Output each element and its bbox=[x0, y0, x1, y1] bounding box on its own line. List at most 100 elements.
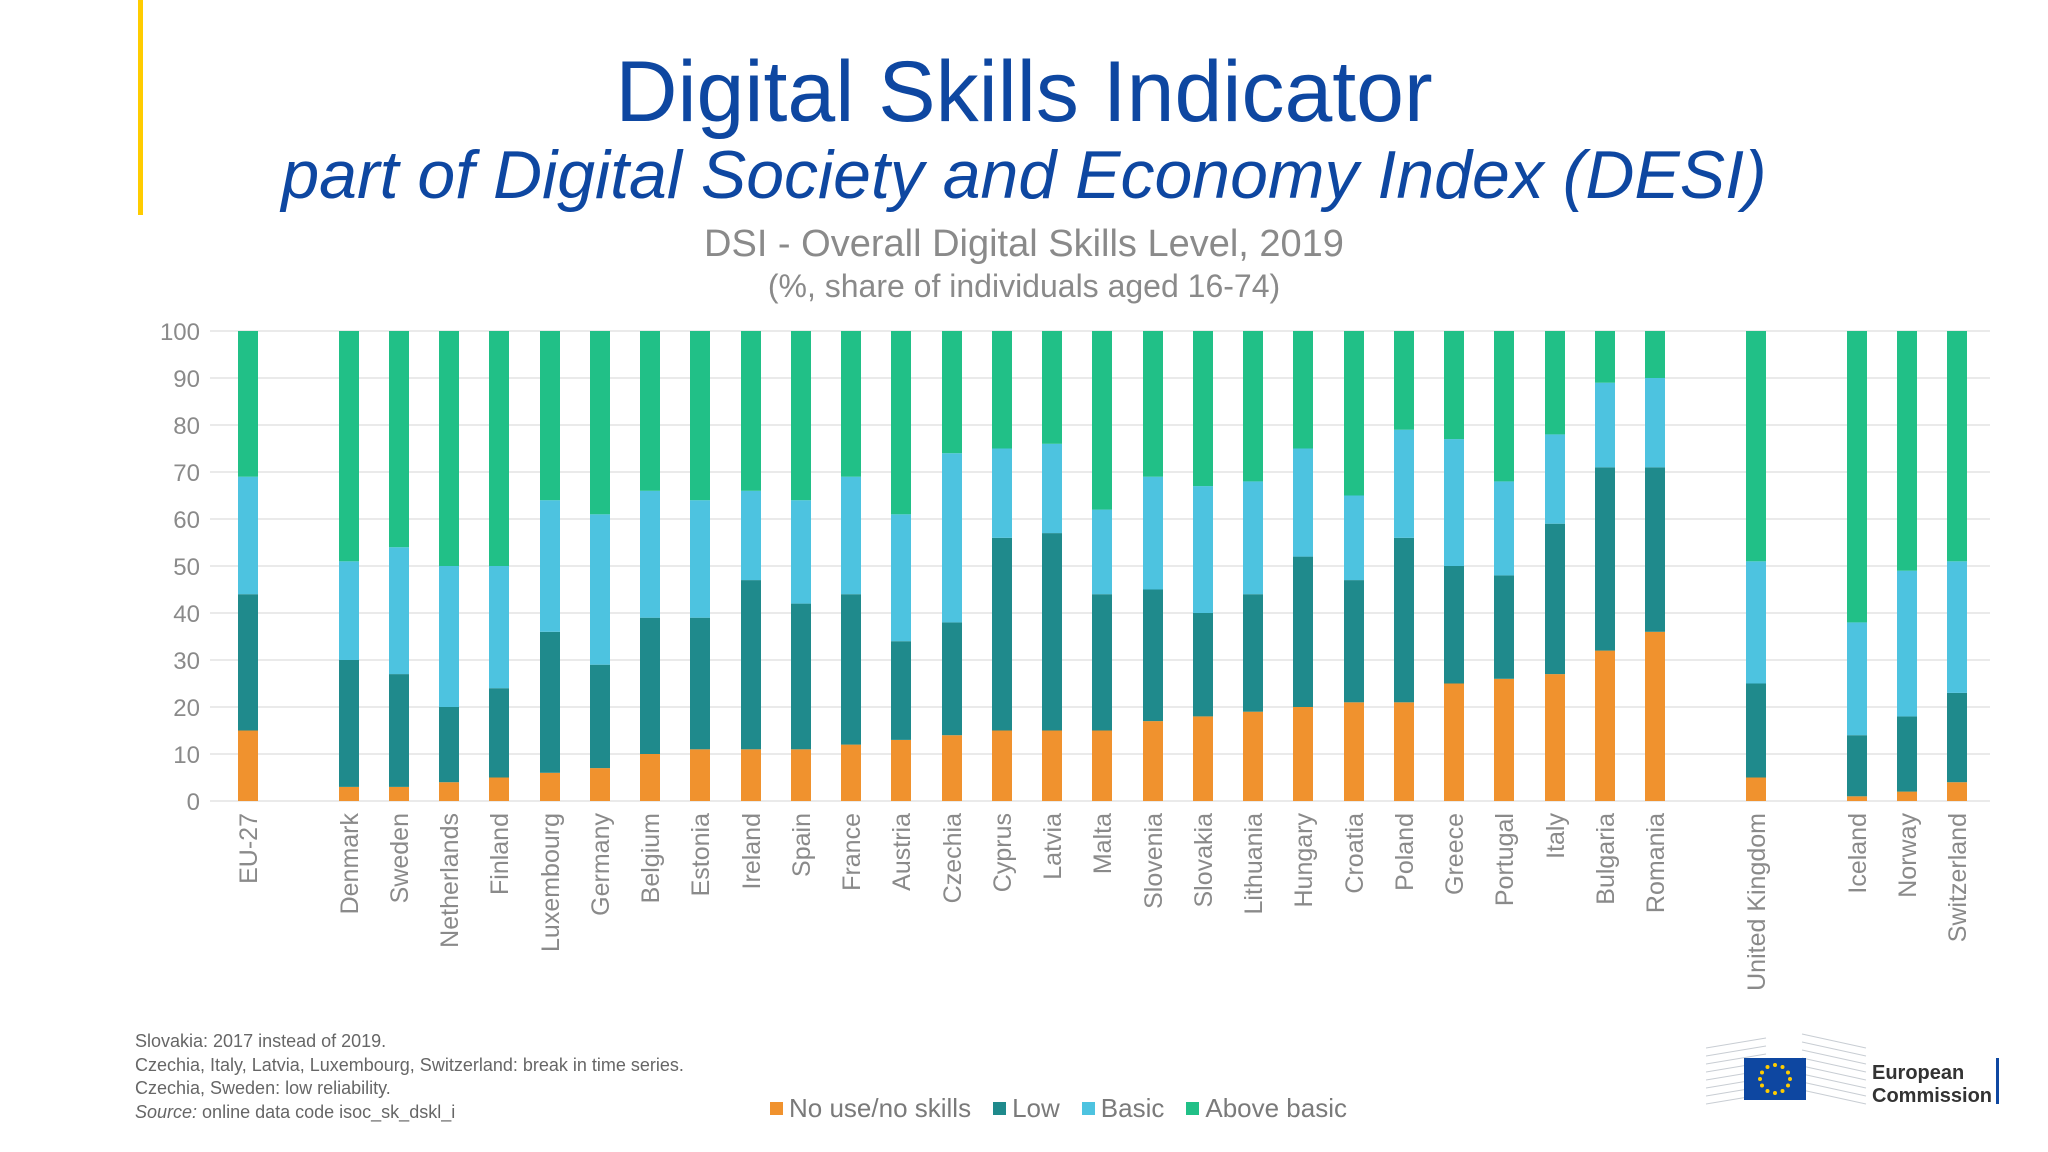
bar-segment bbox=[489, 777, 509, 801]
bar-segment bbox=[1545, 331, 1565, 435]
bar-segment bbox=[1042, 730, 1062, 801]
bar-segment bbox=[992, 448, 1012, 538]
bar-segment bbox=[640, 331, 660, 491]
x-tick-label: Portugal bbox=[1491, 813, 1519, 906]
bar-segment bbox=[992, 537, 1012, 731]
bar-segment bbox=[891, 739, 911, 801]
bar-segment bbox=[1243, 481, 1263, 595]
chart-unit-label: (%, share of individuals aged 16-74) bbox=[767, 268, 1281, 304]
bar-segment bbox=[489, 331, 509, 566]
y-tick-label: 80 bbox=[173, 413, 200, 440]
x-tick-label: Netherlands bbox=[436, 813, 464, 948]
bar-segment bbox=[1344, 331, 1364, 496]
bar-segment bbox=[690, 331, 710, 501]
x-tick-label: Austria bbox=[888, 813, 916, 891]
x-tick-label: Malta bbox=[1089, 813, 1117, 874]
x-tick-label: Switzerland bbox=[1944, 813, 1972, 942]
bar-segment bbox=[1092, 331, 1112, 510]
bar-segment bbox=[640, 617, 660, 754]
bar-segment bbox=[1042, 331, 1062, 444]
bar-segment bbox=[540, 500, 560, 632]
bar-segment bbox=[540, 631, 560, 773]
bar-segment bbox=[1394, 429, 1414, 538]
bar-segment bbox=[1897, 331, 1917, 571]
x-tick-label: Luxembourg bbox=[537, 813, 565, 952]
bar-segment bbox=[1293, 556, 1313, 707]
bar-segment bbox=[1645, 378, 1665, 468]
bar-segment bbox=[791, 331, 811, 501]
x-tick-label: Bulgaria bbox=[1592, 813, 1620, 905]
ec-logo-rule bbox=[1996, 1058, 1999, 1104]
footnote-line: Slovakia: 2017 instead of 2019. bbox=[135, 1031, 387, 1051]
bar-segment bbox=[389, 674, 409, 787]
bar-segment bbox=[1746, 683, 1766, 778]
bar-segment bbox=[540, 331, 560, 501]
x-tick-label: Slovenia bbox=[1140, 813, 1168, 909]
bar-segment bbox=[891, 514, 911, 642]
bar-segment bbox=[1595, 650, 1615, 801]
bar-segment bbox=[1545, 674, 1565, 801]
y-tick-label: 20 bbox=[173, 695, 200, 722]
legend-label: Above basic bbox=[1205, 1093, 1348, 1123]
bar-segment bbox=[1897, 570, 1917, 717]
bar-segment bbox=[1143, 476, 1163, 590]
bar-segment bbox=[1143, 721, 1163, 801]
bar-segment bbox=[1092, 509, 1112, 595]
bar-segment bbox=[389, 786, 409, 801]
bar-segment bbox=[540, 772, 560, 801]
bar-segment bbox=[741, 331, 761, 491]
bar-segment bbox=[1746, 331, 1766, 562]
ec-logo-line: European bbox=[1872, 1062, 1965, 1084]
bar-segment bbox=[690, 749, 710, 801]
bar-segment bbox=[1645, 631, 1665, 801]
bar-segment bbox=[1494, 678, 1514, 801]
bar-segment bbox=[841, 744, 861, 801]
source-line: Source: online data code isoc_sk_dskl_i bbox=[135, 1101, 684, 1125]
bar-segment bbox=[1847, 796, 1867, 801]
bar-segment bbox=[1444, 566, 1464, 684]
bar-segment bbox=[439, 566, 459, 707]
x-tick-label: Poland bbox=[1391, 813, 1419, 891]
x-tick-label: Czechia bbox=[939, 813, 967, 903]
x-tick-label: Estonia bbox=[687, 813, 715, 896]
bar-segment bbox=[1243, 711, 1263, 801]
bar-segment bbox=[1243, 331, 1263, 482]
bar-segment bbox=[590, 514, 610, 665]
y-tick-label: 30 bbox=[173, 648, 200, 675]
bar-segment bbox=[590, 331, 610, 515]
x-tick-label: Cyprus bbox=[989, 813, 1017, 892]
bar-segment bbox=[1293, 331, 1313, 449]
bar-segment bbox=[1847, 622, 1867, 736]
bar-segment bbox=[238, 594, 258, 731]
chart-legend: No use/no skills Low Basic Above basic bbox=[770, 1092, 1347, 1124]
bar-segment bbox=[1444, 331, 1464, 440]
bar-segment bbox=[1545, 434, 1565, 524]
bar-segment bbox=[439, 707, 459, 783]
bar-segment bbox=[891, 641, 911, 740]
x-tick-label: Lithuania bbox=[1240, 813, 1268, 915]
bar-segment bbox=[1193, 716, 1213, 801]
eu-flag-icon bbox=[1706, 1033, 1867, 1105]
x-tick-label: EU-27 bbox=[235, 813, 263, 884]
x-tick-label: Ireland bbox=[738, 813, 766, 889]
page-subtitle: part of Digital Society and Economy Inde… bbox=[281, 137, 1767, 213]
bar-segment bbox=[1143, 589, 1163, 722]
bar-segment bbox=[1897, 716, 1917, 792]
y-tick-label: 70 bbox=[173, 460, 200, 487]
bar-segment bbox=[1947, 782, 1967, 801]
bar-segment bbox=[640, 754, 660, 801]
bar-segment bbox=[690, 617, 710, 750]
y-tick-label: 0 bbox=[187, 789, 200, 816]
bar-segment bbox=[590, 664, 610, 769]
legend-item: Above basic bbox=[1186, 1092, 1347, 1124]
bar-segment bbox=[439, 782, 459, 801]
bar-segment bbox=[841, 331, 861, 477]
bar-segment bbox=[1243, 594, 1263, 712]
legend-label: No use/no skills bbox=[789, 1093, 972, 1123]
bar-segment bbox=[1645, 331, 1665, 378]
bar-segment bbox=[741, 749, 761, 801]
bar-segment bbox=[1444, 439, 1464, 566]
bar-segment bbox=[1344, 702, 1364, 801]
bar-segment bbox=[891, 331, 911, 515]
bar-segment bbox=[1193, 613, 1213, 717]
